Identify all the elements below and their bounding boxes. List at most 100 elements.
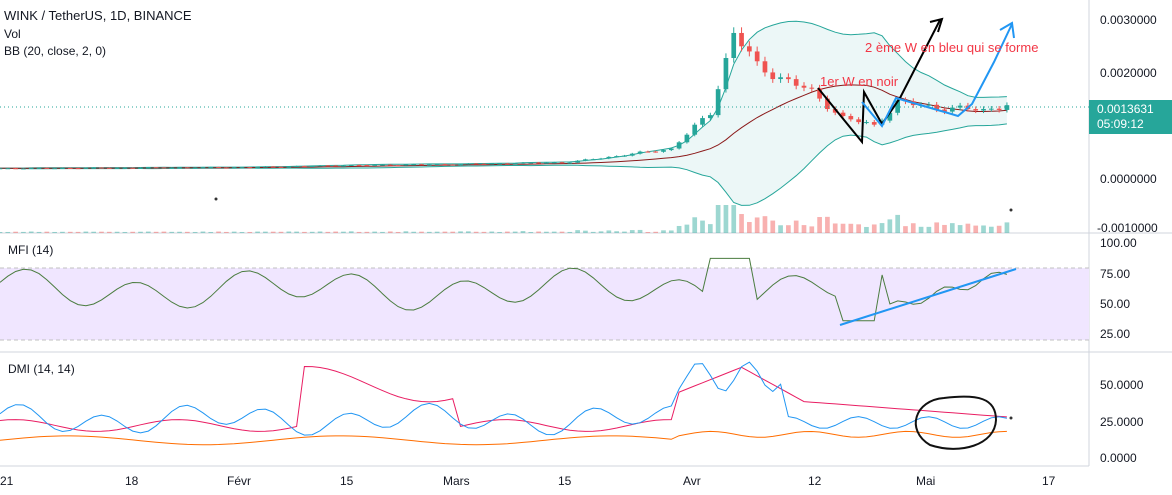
candle-body — [153, 167, 159, 169]
volume-bar — [832, 223, 838, 233]
candle-body — [692, 124, 698, 135]
volume-bar — [918, 226, 924, 233]
volume-bar — [754, 217, 760, 233]
candle-body — [255, 166, 260, 168]
mfi-tick: 25.00 — [1100, 327, 1131, 341]
candle-body — [864, 122, 869, 124]
volume-bar — [200, 231, 206, 233]
candle-body — [145, 167, 151, 169]
candle-body — [200, 167, 206, 169]
mfi-tick: 100.00 — [1100, 236, 1137, 250]
volume-bar — [114, 231, 120, 233]
volume-bar — [801, 225, 807, 233]
candle-body — [723, 58, 729, 90]
dot-marker — [1009, 208, 1013, 212]
candle-body — [263, 166, 268, 168]
candle-body — [356, 164, 362, 166]
bb-label[interactable]: BB (20, close, 2, 0) — [4, 44, 107, 58]
candle-body — [458, 164, 463, 166]
volume-bar — [770, 220, 776, 233]
volume-bar — [302, 231, 307, 233]
volume-bar — [973, 225, 979, 233]
volume-bar — [36, 231, 42, 233]
candle-body — [348, 164, 354, 166]
volume-bar — [575, 230, 580, 233]
price-tick: 0.0020000 — [1100, 66, 1157, 80]
candle-body — [177, 167, 182, 169]
dmi-plus-di — [0, 361, 1008, 436]
candle-body — [294, 166, 299, 168]
candle-body — [21, 168, 26, 170]
volume-bar — [348, 231, 354, 233]
volume-bar — [606, 230, 612, 233]
second-w-drawing[interactable] — [861, 21, 1015, 128]
volume-bar — [270, 231, 276, 233]
volume-bar — [505, 231, 510, 233]
first-w-drawing[interactable] — [817, 17, 944, 145]
candle-body — [52, 168, 57, 170]
volume-bar — [934, 222, 940, 233]
first-w-annotation[interactable]: 1er W en noir — [820, 74, 899, 89]
candle-body — [544, 162, 549, 164]
volume-bar — [434, 231, 440, 233]
volume-label[interactable]: Vol — [4, 27, 21, 41]
volume-bar — [106, 231, 112, 233]
candle-body — [926, 104, 932, 106]
arrow-head-icon — [929, 17, 944, 33]
candle-body — [949, 107, 955, 112]
volume-bar — [762, 216, 768, 233]
mfi-overbought-oversold-band — [0, 268, 1089, 340]
candle-body — [114, 167, 120, 169]
candle-body — [489, 163, 495, 165]
volume-bar — [786, 225, 791, 233]
dmi-label[interactable]: DMI (14, 14) — [8, 362, 75, 376]
second-w-annotation[interactable]: 2 ème W en bleu qui se forme — [865, 40, 1039, 55]
candle-body — [505, 163, 510, 165]
time-tick: 18 — [125, 474, 139, 488]
mfi-trendline[interactable] — [839, 268, 1017, 326]
time-tick: 17 — [1042, 474, 1056, 488]
dmi-circle-highlight[interactable] — [914, 395, 998, 450]
volume-bar — [848, 223, 854, 233]
volume-bar — [864, 226, 869, 233]
volume-bar — [380, 231, 385, 233]
volume-bar — [255, 231, 260, 233]
volume-bar — [840, 223, 846, 233]
candle-body — [668, 148, 674, 151]
candle-body — [364, 165, 370, 167]
volume-bar — [497, 231, 502, 233]
volume-bar — [949, 223, 955, 233]
candle-body — [302, 166, 307, 168]
volume-bar — [216, 231, 221, 233]
volume-bar — [1004, 222, 1010, 233]
volume-bar — [192, 231, 198, 233]
candle-body — [801, 85, 807, 88]
candle-body — [856, 119, 861, 123]
candle-body — [216, 167, 221, 169]
volume-bar — [0, 232, 3, 233]
last-price-badge: 0.0013631 — [1089, 100, 1172, 119]
candle-body — [575, 160, 580, 163]
bb-basis — [0, 84, 1007, 169]
candle-body — [684, 134, 690, 143]
volume-bar — [99, 231, 104, 233]
volume-bar — [559, 231, 565, 233]
candle-body — [434, 164, 440, 166]
volume-bars — [0, 205, 1010, 233]
volume-bar — [723, 205, 729, 233]
candle-body — [208, 167, 214, 169]
dmi-adx — [0, 430, 1007, 446]
candle-body — [450, 164, 456, 166]
candlesticks — [0, 27, 1010, 170]
candle-body — [825, 98, 830, 110]
dmi-tick: 25.0000 — [1100, 415, 1144, 429]
time-tick: Mars — [443, 474, 470, 488]
volume-bar — [942, 224, 947, 233]
mfi-label[interactable]: MFI (14) — [8, 243, 54, 257]
volume-bar — [551, 231, 557, 233]
volume-bar — [138, 231, 143, 233]
volume-bar — [403, 231, 409, 233]
symbol-title[interactable]: WINK / TetherUS, 1D, BINANCE — [4, 8, 192, 23]
volume-bar — [231, 231, 237, 233]
volume-bar — [372, 231, 378, 233]
